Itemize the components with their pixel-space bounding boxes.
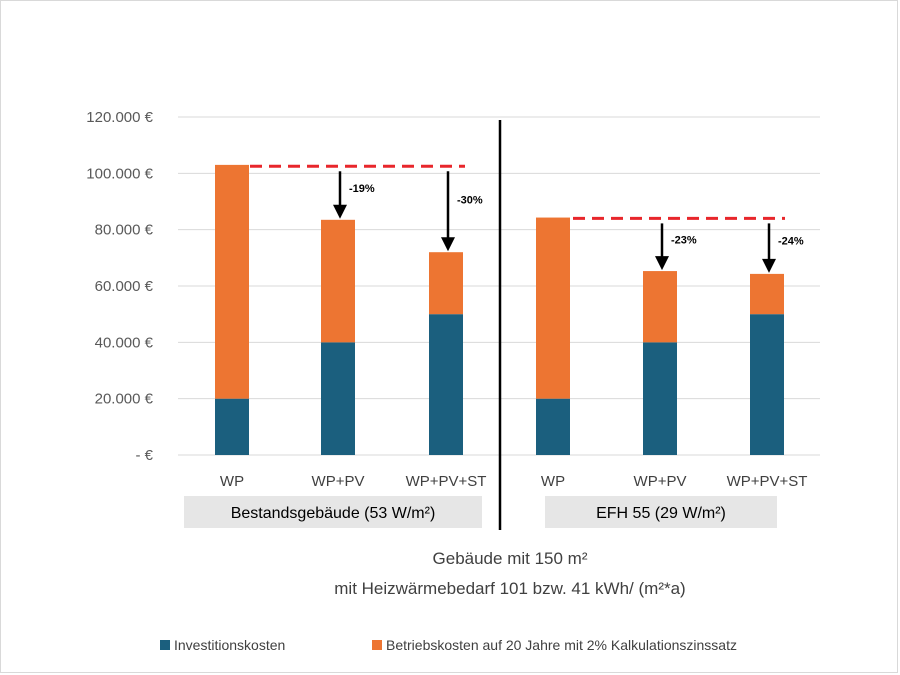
y-tick-label: 20.000 € — [95, 391, 154, 408]
category-label: WP+PV — [634, 473, 687, 490]
category-label: WP — [541, 473, 565, 490]
bar-segment-operating — [321, 219, 355, 343]
legend-swatch — [160, 640, 170, 650]
reference-lines — [250, 164, 785, 220]
category-label: WP+PV — [312, 473, 365, 490]
y-tick-label: 60.000 € — [95, 278, 154, 295]
x-axis-title: Gebäude mit 150 m² mit Heizwärmebedarf 10… — [334, 549, 685, 598]
bar-segment-investment — [536, 398, 570, 455]
y-axis-ticks: - € 20.000 € 40.000 € 60.000 € 80.000 € 100.0… — [86, 109, 153, 464]
y-tick-label: - € — [135, 447, 153, 464]
reduction-arrows: -19% -30% -23% -24% — [333, 171, 804, 273]
legend-label: Betriebskosten auf 20 Jahre mit 2% Kalku… — [386, 637, 737, 653]
legend-swatch — [372, 640, 382, 650]
group-label-box — [545, 496, 777, 528]
gridlines — [178, 116, 820, 456]
reduction-label: -30% — [457, 194, 483, 206]
group-label: Bestandsgebäude (53 W/m²) — [231, 505, 436, 522]
bar-segment-operating — [750, 273, 784, 315]
group-labels: Bestandsgebäude (53 W/m²) EFH 55 (29 W/m²… — [184, 496, 777, 528]
x-axis-title-line: Gebäude mit 150 m² — [433, 549, 588, 568]
reduction-label: -23% — [671, 235, 697, 247]
bar-segment-investment — [429, 314, 463, 455]
bar-segment-investment — [643, 342, 677, 455]
bar-segment-operating — [429, 252, 463, 315]
reduction-label: -24% — [778, 236, 804, 248]
bar-segment-operating — [643, 271, 677, 343]
y-tick-label: 80.000 € — [95, 222, 154, 239]
bar-segment-operating — [536, 217, 570, 399]
arrow-head — [762, 258, 776, 273]
category-labels: WP WP+PV WP+PV+ST WP WP+PV WP+PV+ST — [220, 473, 808, 490]
category-label: WP+PV+ST — [727, 473, 808, 490]
bar-segment-investment — [750, 314, 784, 455]
y-tick-label: 100.000 € — [86, 165, 153, 182]
group-label-box — [184, 496, 482, 528]
legend: Investitionskosten Betriebskosten auf 20 … — [160, 637, 737, 653]
bars — [215, 164, 784, 455]
category-label: WP+PV+ST — [406, 473, 487, 490]
y-tick-label: 40.000 € — [95, 334, 154, 351]
arrow-head — [333, 204, 347, 219]
category-label: WP — [220, 473, 244, 490]
y-tick-label: 120.000 € — [86, 109, 153, 126]
legend-label: Investitionskosten — [174, 637, 285, 653]
reduction-label: -19% — [349, 183, 375, 195]
x-axis-title-line: mit Heizwärmebedarf 101 bzw. 41 kWh/ (m²… — [334, 579, 685, 598]
bar-segment-investment — [215, 398, 249, 455]
arrow-head — [441, 237, 455, 252]
group-label: EFH 55 (29 W/m²) — [596, 505, 726, 522]
bar-segment-operating — [215, 164, 249, 399]
arrow-head — [655, 256, 669, 271]
bar-segment-investment — [321, 342, 355, 455]
